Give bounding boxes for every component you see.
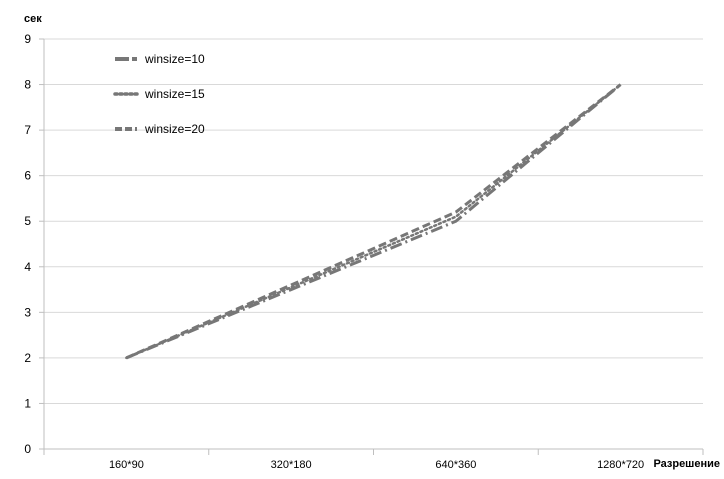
x-axis-label: Разрешение: [653, 458, 720, 470]
legend-label: winsize=20: [144, 122, 205, 136]
x-tick-label: 1280*720: [597, 459, 644, 471]
y-tick-label: 6: [24, 169, 31, 183]
series-lines: [125, 83, 622, 360]
grid: [44, 38, 703, 404]
legend-label: winsize=15: [144, 87, 205, 101]
legend-label: winsize=10: [144, 52, 205, 66]
series-line-winsize-20: [125, 83, 622, 360]
y-tick-label: 0: [24, 442, 31, 456]
x-tick-label: 320*180: [271, 459, 312, 471]
series-line-winsize-10: [125, 83, 622, 360]
y-tick-label: 1: [24, 396, 31, 410]
y-tick-label: 9: [24, 32, 31, 46]
axes: 0 1 2 3 4 5 6 7 8 9 160*90 320*180 640*360 1280*720: [24, 32, 704, 471]
y-tick-label: 3: [24, 305, 31, 319]
x-tick-label: 160*90: [109, 459, 144, 471]
legend: winsize=10 winsize=15 winsize=20: [113, 52, 205, 136]
y-tick-label: 4: [24, 260, 31, 274]
y-axis-label: сек: [24, 13, 42, 25]
y-tick-label: 2: [24, 351, 31, 365]
y-tick-label: 8: [24, 78, 31, 92]
x-tick-label: 640*360: [435, 459, 476, 471]
y-tick-label: 5: [24, 214, 31, 228]
y-tick-label: 7: [24, 123, 31, 137]
